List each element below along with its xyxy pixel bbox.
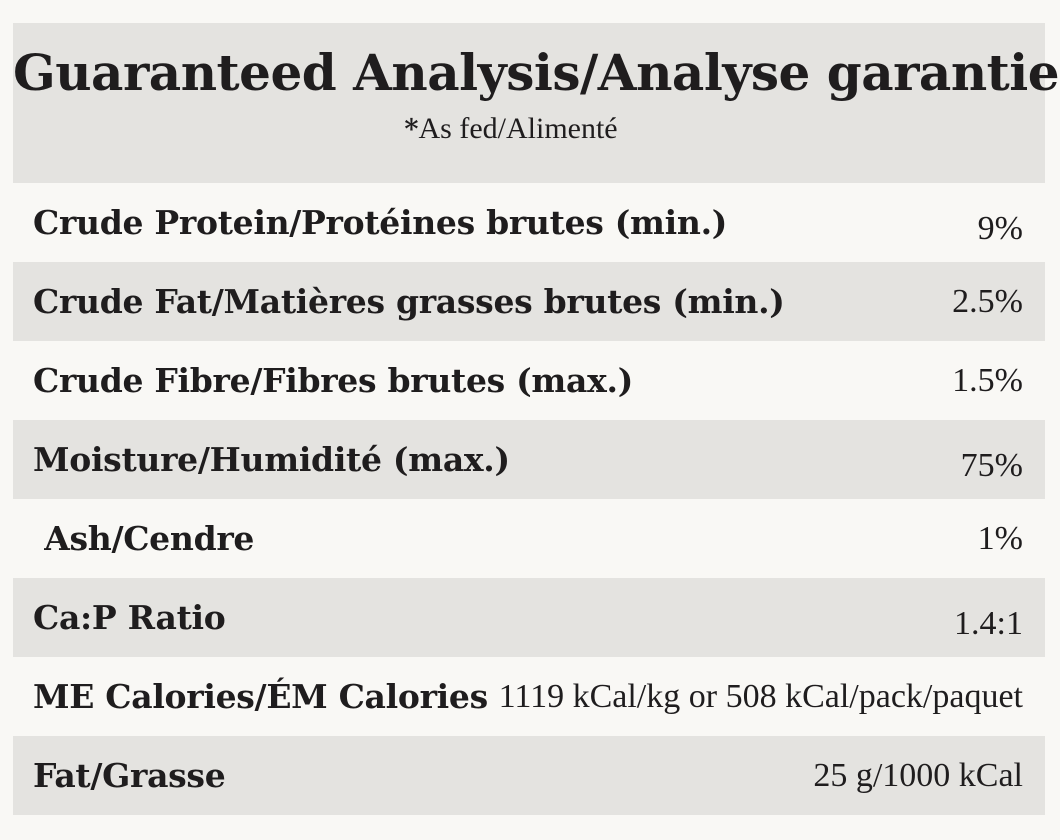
table-row: Ash/Cendre 1%	[13, 499, 1045, 578]
table-row: Crude Fat/Matières grasses brutes (min.)…	[13, 262, 1045, 341]
table-row: ME Calories/ÉM Calories 1119 kCal/kg or …	[13, 657, 1045, 736]
nutrient-label: Fat/Grasse	[33, 756, 226, 795]
footnote-asterisk: *	[404, 113, 419, 145]
nutrient-value: 9%	[977, 209, 1023, 247]
table-row: Ca:P Ratio 1.4:1	[13, 578, 1045, 657]
nutrient-value: 1.4:1	[954, 604, 1023, 642]
guaranteed-analysis-card: Guaranteed Analysis/Analyse garantie *As…	[13, 23, 1060, 815]
table-row: Moisture/Humidité (max.) 75%	[13, 420, 1045, 499]
nutrient-label: Crude Fat/Matières grasses brutes (min.)	[33, 282, 785, 321]
nutrient-value: 75%	[960, 446, 1023, 484]
nutrient-label: Crude Protein/Protéines brutes (min.)	[33, 203, 728, 242]
table-row: Crude Fibre/Fibres brutes (max.) 1.5%	[13, 341, 1045, 420]
analysis-subtitle-text: As fed/Alimenté	[418, 111, 618, 145]
nutrient-label: ME Calories/ÉM Calories	[33, 677, 488, 716]
nutrient-label: Ash/Cendre	[33, 519, 255, 558]
nutrient-value: 1%	[977, 519, 1023, 557]
nutrient-value: 1.5%	[952, 361, 1023, 399]
analysis-rows: Crude Protein/Protéines brutes (min.) 9%…	[13, 183, 1045, 815]
nutrient-value: 1119 kCal/kg or 508 kCal/pack/paquet	[498, 677, 1023, 715]
nutrient-value: 25 g/1000 kCal	[813, 756, 1023, 794]
nutrient-label: Crude Fibre/Fibres brutes (max.)	[33, 361, 634, 400]
analysis-header: Guaranteed Analysis/Analyse garantie *As…	[13, 23, 1060, 183]
nutrient-value: 2.5%	[952, 282, 1023, 320]
analysis-subtitle: *As fed/Alimenté	[13, 112, 1009, 146]
table-row: Fat/Grasse 25 g/1000 kCal	[13, 736, 1045, 815]
nutrient-label: Ca:P Ratio	[33, 598, 226, 637]
table-row: Crude Protein/Protéines brutes (min.) 9%	[13, 183, 1045, 262]
analysis-title: Guaranteed Analysis/Analyse garantie	[13, 43, 1060, 102]
nutrient-label: Moisture/Humidité (max.)	[33, 440, 510, 479]
